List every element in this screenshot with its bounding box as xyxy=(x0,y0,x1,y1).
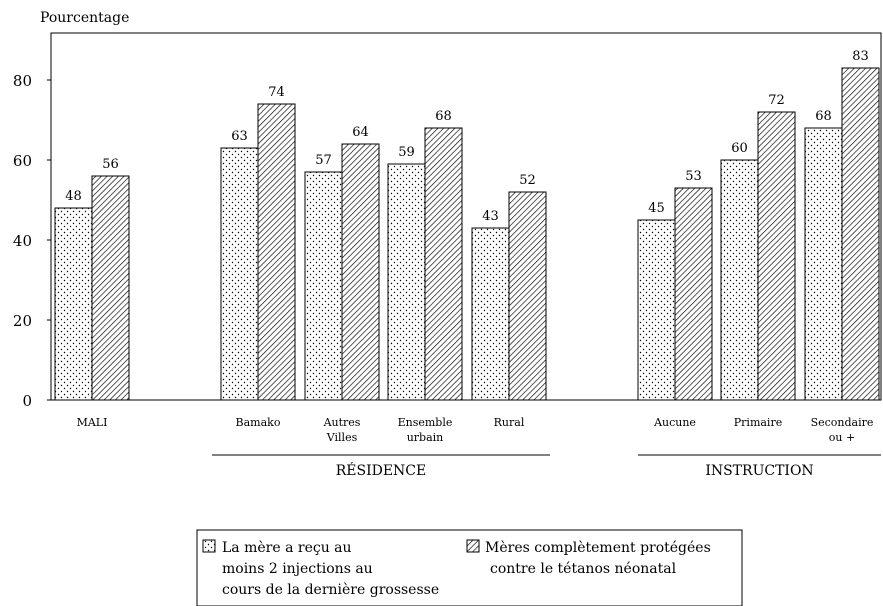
data-label: 60 xyxy=(731,141,748,156)
y-tick-label: 0 xyxy=(22,392,32,410)
y-tick-label: 20 xyxy=(13,312,32,330)
data-label: 68 xyxy=(815,109,832,124)
data-label: 63 xyxy=(231,129,248,144)
legend-label-hatch-1: Mères complètement protégées xyxy=(485,540,711,556)
bar-injections xyxy=(637,219,676,401)
bar-injections xyxy=(54,207,93,401)
legend-label-dots-3: cours de la dernière grossesse xyxy=(222,582,439,598)
bar-injections xyxy=(804,127,843,401)
data-label: 72 xyxy=(768,93,785,108)
plot-frame xyxy=(50,32,882,401)
y-axis-title: Pourcentage xyxy=(40,10,129,26)
category-label: Aucune xyxy=(653,416,696,429)
y-tick-label: 40 xyxy=(13,232,32,250)
group-label: INSTRUCTION xyxy=(705,463,813,479)
category-label: Secondaire xyxy=(811,416,874,429)
category-label: Villes xyxy=(326,431,358,444)
legend-swatch-hatch xyxy=(466,539,480,553)
legend: La mère a reçu au moins 2 injections au … xyxy=(196,529,743,606)
data-label: 53 xyxy=(685,169,702,184)
bar-injections xyxy=(220,147,259,401)
category-label: Bamako xyxy=(236,416,281,429)
y-tick-label: 60 xyxy=(13,152,32,170)
legend-label-dots-1: La mère a reçu au xyxy=(222,540,352,556)
bar-protegees xyxy=(91,175,130,401)
data-label: 64 xyxy=(352,125,369,140)
data-label: 59 xyxy=(398,145,415,160)
y-tick-label: 80 xyxy=(13,72,32,90)
data-label: 52 xyxy=(519,173,536,188)
data-label: 83 xyxy=(852,49,869,64)
category-label: Primaire xyxy=(734,416,782,429)
group-label: RÉSIDENCE xyxy=(336,461,427,479)
data-label: 45 xyxy=(648,201,665,216)
category-label: Rural xyxy=(494,416,525,429)
category-label: Ensemble xyxy=(398,416,453,429)
legend-label-hatch-2: contre le tétanos néonatal xyxy=(490,561,677,577)
bar-injections xyxy=(387,163,426,401)
legend-swatch-dots xyxy=(202,539,216,553)
bar-protegees xyxy=(757,111,796,401)
bar-injections xyxy=(720,159,759,401)
bar-protegees xyxy=(257,103,296,401)
bar-injections xyxy=(471,227,510,401)
data-label: 74 xyxy=(268,85,285,100)
data-label: 68 xyxy=(435,109,452,124)
bar-injections xyxy=(304,171,343,401)
bar-protegees xyxy=(508,191,547,401)
bar-protegees xyxy=(674,187,713,401)
data-label: 43 xyxy=(482,209,499,224)
bar-protegees xyxy=(841,67,880,401)
data-label: 56 xyxy=(102,157,119,172)
category-label: Autres xyxy=(323,416,361,429)
legend-box xyxy=(196,529,743,606)
legend-label-dots-2: moins 2 injections au xyxy=(222,561,373,577)
category-label: urbain xyxy=(407,431,444,444)
category-label: ou + xyxy=(829,431,855,444)
data-label: 57 xyxy=(315,153,332,168)
data-label: 48 xyxy=(65,189,82,204)
category-label: MALI xyxy=(77,416,108,429)
bar-protegees xyxy=(341,143,380,401)
bar-protegees xyxy=(424,127,463,401)
